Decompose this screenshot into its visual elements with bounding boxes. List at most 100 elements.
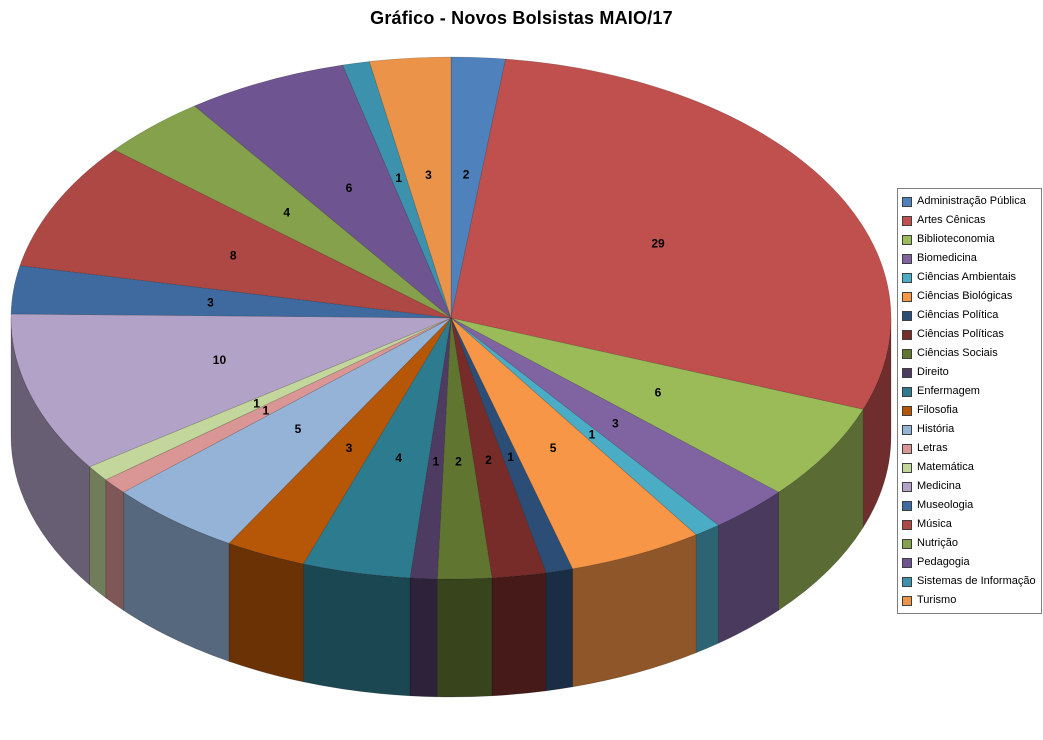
legend-item: Ciências Política [902,306,1036,325]
pie-slice-side [409,577,438,698]
legend-item-label: Biblioteconomia [917,233,995,245]
pie-slice-side [695,524,719,654]
pie-slice [19,149,452,319]
legend-item: História [902,420,1036,439]
legend-item-label: Turismo [917,594,957,606]
pie-slice-side [228,542,304,683]
legend-key-icon [902,253,912,264]
slice-value-label: 6 [655,385,662,399]
legend-item: Administração Pública [902,192,1036,211]
legend-item: Direito [902,363,1036,382]
legend-key-icon [902,386,912,397]
legend-item-label: História [917,423,955,435]
legend-key-icon [902,576,912,587]
legend-item: Pedagogia [902,553,1036,572]
legend-key-icon [902,329,912,340]
legend-key-icon [902,538,912,549]
legend-item: Sistemas de Informação [902,572,1036,591]
legend-item-label: Música [917,518,952,530]
slice-value-label: 1 [507,450,514,464]
legend-key-icon [902,500,912,511]
legend-item: Nutrição [902,534,1036,553]
pie-slice [368,56,452,319]
legend: Administração Pública Artes Cênicas Biblio… [897,188,1042,614]
slice-value-label: 3 [425,168,432,182]
pie-slice [10,265,452,319]
legend-item-label: Medicina [917,480,962,492]
legend-item-label: Biomedicina [917,252,977,264]
legend-item: Música [902,515,1036,534]
slice-value-label: 4 [395,451,402,465]
legend-item-label: Ciências Sociais [917,347,998,359]
slice-value-label: 1 [433,454,440,468]
legend-item: Ciências Políticas [902,325,1036,344]
pie-slice [450,317,719,536]
legend-key-icon [902,462,912,473]
slice-value-label: 4 [283,206,290,220]
pie-slice [88,317,452,481]
slice-value-label: 3 [207,295,214,309]
legend-key-icon [902,519,912,530]
pie-slice [228,317,452,565]
legend-item-label: Ciências Política [917,309,999,321]
legend-item-label: Pedagogia [917,556,970,568]
pie-slice [10,313,452,468]
pie-slice [437,317,493,580]
legend-item: Biomedicina [902,249,1036,268]
legend-item: Letras [902,439,1036,458]
legend-item: Ciências Biológicas [902,287,1036,306]
legend-item-label: Administração Pública [917,195,1026,207]
legend-item: Biblioteconomia [902,230,1036,249]
legend-item: Matemática [902,458,1036,477]
legend-key-icon [902,234,912,245]
pie-slice-side [89,466,107,599]
legend-item: Turismo [902,591,1036,610]
legend-item-label: Ciências Biológicas [917,290,1013,302]
pie-slice [113,105,452,319]
legend-item: Ciências Sociais [902,344,1036,363]
legend-key-icon [902,443,912,454]
legend-item: Filosofia [902,401,1036,420]
legend-key-icon [902,557,912,568]
legend-item-label: Sistemas de Informação [917,575,1036,587]
legend-item-label: Matemática [917,461,974,473]
pie-slice-side [105,479,124,611]
slice-value-label: 29 [651,237,665,251]
legend-key-icon [902,291,912,302]
chart-title: Gráfico - Novos Bolsistas MAIO/17 [370,8,673,28]
legend-item-label: Ciências Políticas [917,328,1004,340]
legend-key-icon [902,310,912,321]
slice-value-label: 1 [589,428,596,442]
legend-item-label: Artes Cênicas [917,214,986,226]
legend-item: Enfermagem [902,382,1036,401]
legend-item-label: Direito [917,366,949,378]
slice-value-label: 10 [213,353,227,367]
pie-slice-side [303,563,411,697]
pie-slice [105,317,452,493]
pie-slice [122,317,452,544]
legend-item: Museologia [902,496,1036,515]
legend-item: Medicina [902,477,1036,496]
slice-value-label: 5 [550,441,557,455]
slice-value-label: 1 [253,396,260,410]
pie-slice [450,58,892,410]
slice-value-label: 3 [612,416,619,430]
legend-item-label: Museologia [917,499,974,511]
pie-slice [342,61,452,319]
pie-slice [450,317,697,570]
legend-key-icon [902,367,912,378]
pie-slice [450,317,864,493]
pie-slice [450,56,506,319]
legend-item-label: Enfermagem [917,385,980,397]
slice-value-label: 1 [263,403,270,417]
legend-key-icon [902,405,912,416]
slice-value-label: 2 [463,168,470,182]
legend-key-icon [902,272,912,283]
legend-key-icon [902,348,912,359]
slice-value-label: 6 [346,181,353,195]
legend-key-icon [902,481,912,492]
slice-value-label: 3 [346,441,353,455]
legend-item-label: Nutrição [917,537,958,549]
slice-value-label: 5 [295,422,302,436]
pie-slice-side [437,577,493,698]
